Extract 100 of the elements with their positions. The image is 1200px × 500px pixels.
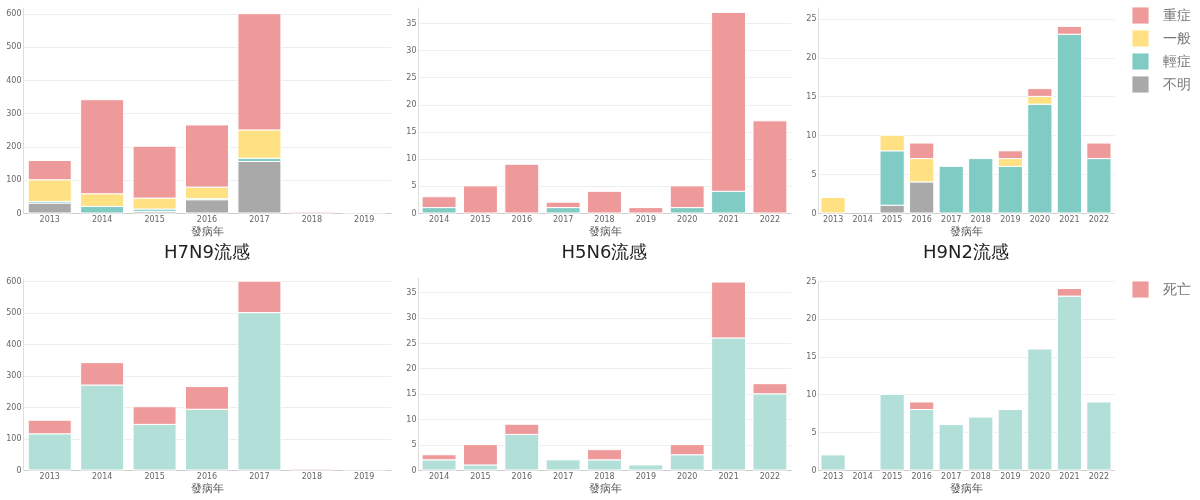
y-tick-label: 15 [406,389,417,399]
x-tick-label: 2015 [470,214,491,224]
x-tick-label: 2021 [1059,471,1080,481]
x-tick-label: 2022 [1088,471,1110,481]
x-tick-label: 2016 [511,214,532,224]
y-tick-label: 20 [806,314,817,324]
x-axis-title: 發病年 [588,481,622,495]
y-tick-label: 15 [406,127,417,137]
x-tick-label: 2018 [594,214,615,224]
x-tick-label: 2017 [552,471,574,481]
x-tick-label: 2018 [970,471,991,481]
y-tick-label: 5 [411,440,417,450]
text: H7N9流感 [164,241,250,262]
y-tick-label: 300 [6,371,22,381]
legend-label: 不明 [1163,75,1191,92]
y-tick-label: 400 [6,75,22,85]
y-tick-label: 15 [806,91,817,101]
y-tick-label: 500 [6,308,22,318]
x-tick-label: 2014 [852,471,873,481]
legend-label: 輕症 [1163,52,1191,69]
x-tick-label: 2015 [470,471,491,481]
y-tick-label: 10 [806,130,817,140]
x-tick-label: 2015 [144,471,165,481]
y-tick-label: 25 [806,14,817,24]
y-tick-label: 600 [6,9,22,19]
x-tick-label: 2022 [759,214,781,224]
y-tick-label: 100 [6,434,22,444]
x-tick-label: 2015 [144,214,165,224]
y-tick-label: 400 [6,339,22,349]
text: H9N2流感 [923,241,1009,262]
x-axis-title: 發病年 [191,481,224,495]
legend-label: 一般 [1163,29,1191,46]
y-tick-label: 0 [811,465,817,475]
y-tick-label: 600 [6,276,22,286]
y-tick-label: 5 [811,169,817,179]
y-tick-label: 0 [16,208,22,218]
x-tick-label: 2013 [39,471,60,481]
y-tick-label: 5 [811,427,817,437]
x-tick-label: 2018 [594,471,615,481]
y-tick-label: 10 [406,414,417,424]
y-tick-label: 35 [406,18,417,28]
y-tick-label: 20 [406,100,417,110]
x-tick-label: 2014 [91,471,113,481]
x-tick-label: 2021 [1059,214,1080,224]
x-tick-label: 2013 [39,214,60,224]
y-tick-label: 20 [406,363,417,373]
x-axis-title: 發病年 [588,224,622,238]
x-tick-label: 2013 [822,471,844,481]
x-tick-label: 2021 [718,471,739,481]
x-axis-title: 發病年 [950,481,983,495]
x-tick-label: 2014 [428,214,450,224]
x-tick-label: 2015 [881,471,903,481]
y-tick-label: 10 [406,154,417,164]
x-tick-label: 2017 [941,471,962,481]
x-tick-label: 2015 [881,214,903,224]
x-tick-label: 2017 [249,214,270,224]
y-tick-label: 5 [411,181,417,191]
x-tick-label: 2020 [677,214,698,224]
x-tick-label: 2019 [635,214,657,224]
y-tick-label: 200 [6,402,22,412]
y-tick-label: 25 [406,338,417,348]
x-tick-label: 2020 [677,471,698,481]
x-axis-title: 發病年 [191,224,224,238]
x-tick-label: 2019 [1000,214,1021,224]
x-tick-label: 2022 [759,471,781,481]
x-tick-label: 2016 [911,471,932,481]
x-tick-label: 2019 [635,471,657,481]
y-tick-label: 0 [411,465,417,475]
x-tick-label: 2017 [249,471,270,481]
x-tick-label: 2019 [354,471,375,481]
x-tick-label: 2017 [552,214,574,224]
x-tick-label: 2016 [196,471,218,481]
y-tick-label: 30 [406,45,417,55]
x-tick-label: 2022 [1088,214,1110,224]
y-tick-label: 300 [6,108,22,118]
x-tick-label: 2016 [911,214,932,224]
x-tick-label: 2016 [511,471,532,481]
x-tick-label: 2014 [91,214,113,224]
y-tick-label: 35 [406,287,417,297]
y-tick-label: 500 [6,42,22,52]
y-tick-label: 0 [16,465,22,475]
y-tick-label: 200 [6,142,22,152]
x-tick-label: 2020 [1029,471,1051,481]
y-tick-label: 25 [806,276,817,286]
x-tick-label: 2014 [428,471,450,481]
x-axis-title: 發病年 [950,224,983,238]
y-tick-label: 0 [411,208,417,218]
x-tick-label: 2013 [822,214,844,224]
x-tick-label: 2019 [1000,471,1021,481]
legend-label: 重症 [1163,6,1191,23]
x-tick-label: 2017 [941,214,962,224]
y-tick-label: 15 [806,352,817,362]
text: H5N6流感 [561,241,648,262]
y-tick-label: 30 [406,313,417,323]
x-tick-label: 2021 [718,214,739,224]
x-tick-label: 2018 [301,471,323,481]
x-tick-label: 2018 [301,214,323,224]
y-tick-label: 10 [806,389,817,399]
x-tick-label: 2019 [354,214,375,224]
x-tick-label: 2016 [196,214,218,224]
